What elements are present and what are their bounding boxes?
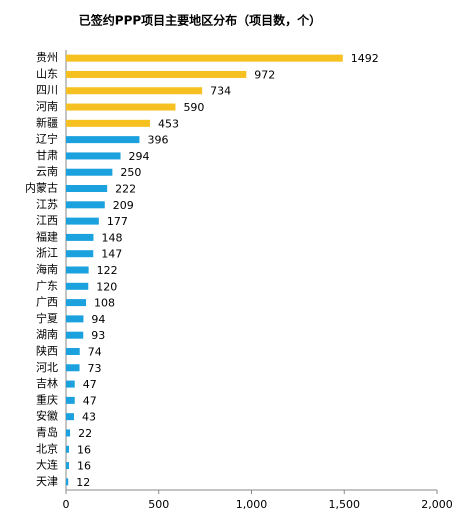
y-tick-label: 广东	[36, 279, 58, 292]
y-tick-label: 吉林	[36, 376, 58, 390]
x-tick-label: 1,000	[236, 498, 268, 511]
value-label: 148	[101, 231, 122, 244]
y-tick-label: 广西	[36, 296, 58, 309]
x-tick-label: 500	[148, 498, 169, 511]
y-tick-label: 北京	[36, 441, 58, 455]
bar	[66, 282, 89, 290]
bar	[66, 217, 99, 225]
y-tick-label: 云南	[36, 165, 58, 178]
bar	[66, 445, 69, 453]
bar	[66, 380, 75, 388]
bar	[66, 136, 140, 144]
y-tick-label: 河南	[36, 100, 58, 113]
bar	[66, 168, 113, 176]
x-tick-label: 0	[63, 498, 70, 511]
y-tick-label: 河北	[36, 361, 58, 374]
bar	[66, 54, 343, 62]
y-tick-label: 甘肃	[36, 149, 58, 162]
bar	[66, 413, 74, 421]
value-label: 94	[91, 313, 105, 326]
bar	[66, 478, 69, 486]
value-label: 209	[113, 199, 134, 212]
y-tick-label: 安徽	[36, 409, 58, 423]
bar	[66, 462, 69, 470]
bar	[66, 87, 203, 95]
y-tick-label: 大连	[36, 458, 58, 472]
y-tick-label: 天津	[36, 475, 58, 488]
bar	[66, 315, 84, 323]
bar	[66, 331, 84, 339]
value-label: 43	[82, 411, 96, 424]
value-label: 222	[115, 183, 136, 196]
y-tick-label: 贵州	[36, 51, 58, 64]
bar	[66, 103, 176, 111]
bar	[66, 201, 105, 209]
value-label: 734	[210, 85, 231, 98]
y-tick-label: 福建	[36, 229, 58, 243]
value-label: 47	[83, 394, 97, 407]
y-tick-label: 辽宁	[36, 132, 58, 146]
value-label: 108	[94, 297, 115, 310]
y-tick-label: 陕西	[36, 343, 58, 357]
value-label: 250	[120, 166, 141, 179]
chart-title: 已签约PPP项目主要地区分布（项目数，个）	[79, 13, 321, 28]
value-label: 12	[76, 476, 90, 489]
bar	[66, 266, 89, 274]
value-label: 147	[101, 248, 122, 261]
bar	[66, 70, 247, 78]
value-label: 453	[158, 117, 179, 130]
value-label: 396	[147, 134, 168, 147]
y-tick-label: 四川	[36, 84, 58, 97]
value-label: 590	[183, 101, 204, 114]
y-tick-label: 海南	[36, 262, 58, 276]
y-tick-label: 江西	[36, 214, 58, 227]
bar	[66, 429, 71, 437]
bar	[66, 185, 108, 193]
value-label: 120	[96, 280, 117, 293]
bar	[66, 396, 75, 404]
bar	[66, 364, 80, 372]
y-tick-label: 湖南	[36, 328, 58, 341]
y-tick-label: 浙江	[36, 247, 58, 260]
value-label: 74	[88, 345, 102, 358]
value-label: 16	[77, 443, 91, 456]
bar	[66, 250, 94, 258]
bar	[66, 233, 94, 241]
y-tick-label: 新疆	[36, 115, 58, 129]
value-label: 122	[97, 264, 118, 277]
bar	[66, 347, 80, 355]
y-tick-label: 宁夏	[36, 311, 58, 325]
value-label: 177	[107, 215, 128, 228]
value-label: 73	[88, 362, 102, 375]
y-tick-label: 内蒙古	[25, 181, 58, 195]
value-label: 294	[129, 150, 150, 163]
y-tick-label: 山东	[36, 67, 58, 80]
x-tick-label: 1,500	[329, 498, 361, 511]
y-tick-label: 重庆	[36, 392, 58, 406]
bar	[66, 152, 121, 160]
y-tick-label: 江苏	[36, 198, 58, 211]
value-label: 1492	[351, 52, 379, 65]
y-tick-label: 青岛	[36, 425, 58, 439]
value-label: 16	[77, 460, 91, 473]
bar	[66, 299, 87, 307]
x-tick-label: 2,000	[421, 498, 453, 511]
value-label: 47	[83, 378, 97, 391]
value-label: 22	[78, 427, 92, 440]
value-label: 93	[91, 329, 105, 342]
value-label: 972	[254, 68, 275, 81]
bar	[66, 119, 151, 127]
